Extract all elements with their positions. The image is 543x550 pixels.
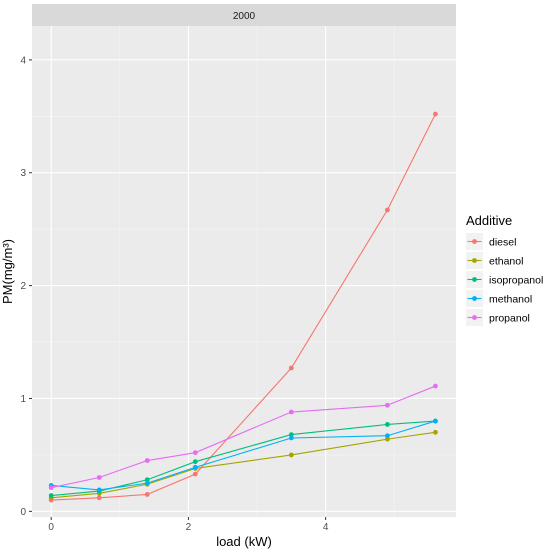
legend-item-propanol: propanol bbox=[466, 309, 530, 326]
data-point-diesel bbox=[288, 365, 294, 371]
legend-item-isopropanol: isopropanol bbox=[466, 271, 543, 288]
x-axis-ticks: 0 2 4 bbox=[48, 517, 329, 533]
legend-item-diesel: diesel bbox=[466, 233, 516, 250]
data-point-isopropanol bbox=[192, 459, 198, 465]
data-point-propanol bbox=[48, 485, 54, 491]
facet-strip bbox=[32, 4, 456, 26]
legend-key-point bbox=[472, 296, 477, 301]
series-propanol bbox=[48, 383, 438, 491]
series-layer bbox=[48, 111, 438, 503]
data-point-isopropanol bbox=[48, 493, 54, 498]
data-point-isopropanol bbox=[288, 432, 294, 438]
data-point-diesel bbox=[384, 207, 390, 213]
legend-key-point bbox=[472, 239, 477, 244]
data-point-propanol bbox=[384, 402, 390, 408]
y-tick-label: 4 bbox=[20, 55, 26, 66]
data-point-methanol bbox=[433, 418, 438, 424]
data-point-diesel bbox=[433, 111, 438, 117]
major-gridlines bbox=[32, 26, 456, 517]
minor-gridlines bbox=[32, 26, 456, 517]
y-axis-title: PM(mg/m³) bbox=[0, 239, 15, 304]
legend-label-propanol: propanol bbox=[489, 313, 530, 325]
y-tick-label: 1 bbox=[20, 394, 26, 405]
legend-label-isopropanol: isopropanol bbox=[489, 275, 543, 287]
legend-label-methanol: methanol bbox=[489, 294, 532, 306]
data-point-isopropanol bbox=[144, 477, 150, 483]
data-point-propanol bbox=[144, 458, 150, 463]
data-point-diesel bbox=[192, 471, 198, 477]
legend-item-methanol: methanol bbox=[466, 290, 532, 307]
data-point-methanol bbox=[288, 435, 294, 441]
y-tick-label: 2 bbox=[20, 281, 26, 292]
y-tick-label: 3 bbox=[20, 168, 26, 179]
data-point-diesel bbox=[144, 492, 150, 497]
data-point-propanol bbox=[192, 450, 198, 456]
x-tick-label: 2 bbox=[186, 522, 192, 533]
data-point-methanol bbox=[192, 464, 198, 470]
legend-item-ethanol: ethanol bbox=[466, 252, 523, 269]
data-point-propanol bbox=[96, 475, 102, 480]
legend-key-point bbox=[472, 258, 477, 263]
legend-items: diesel ethanol isopropanol methanol propanol bbox=[466, 233, 543, 326]
plot-panel bbox=[32, 26, 456, 517]
data-point-diesel bbox=[96, 495, 102, 501]
data-point-methanol bbox=[384, 433, 390, 439]
legend-key-point bbox=[472, 277, 477, 282]
data-point-ethanol bbox=[288, 452, 294, 458]
legend: Additive diesel ethanol isopropanol methano… bbox=[466, 213, 543, 326]
data-point-ethanol bbox=[433, 429, 438, 435]
data-point-propanol bbox=[433, 383, 438, 389]
legend-label-ethanol: ethanol bbox=[489, 256, 523, 268]
legend-key-point bbox=[472, 315, 477, 320]
facet-strip-label: 2000 bbox=[233, 11, 256, 22]
x-tick-label: 4 bbox=[323, 522, 329, 533]
x-axis-title: load (kW) bbox=[216, 534, 272, 549]
data-point-isopropanol bbox=[384, 422, 390, 427]
data-point-propanol bbox=[288, 409, 294, 415]
legend-label-diesel: diesel bbox=[489, 237, 516, 249]
legend-title: Additive bbox=[466, 213, 512, 228]
data-point-methanol bbox=[144, 480, 150, 486]
data-point-ethanol bbox=[384, 436, 390, 442]
y-axis-ticks: 0 1 2 3 4 bbox=[20, 55, 32, 518]
y-tick-label: 0 bbox=[20, 507, 26, 518]
data-point-methanol bbox=[96, 487, 102, 493]
x-tick-label: 0 bbox=[48, 522, 54, 533]
